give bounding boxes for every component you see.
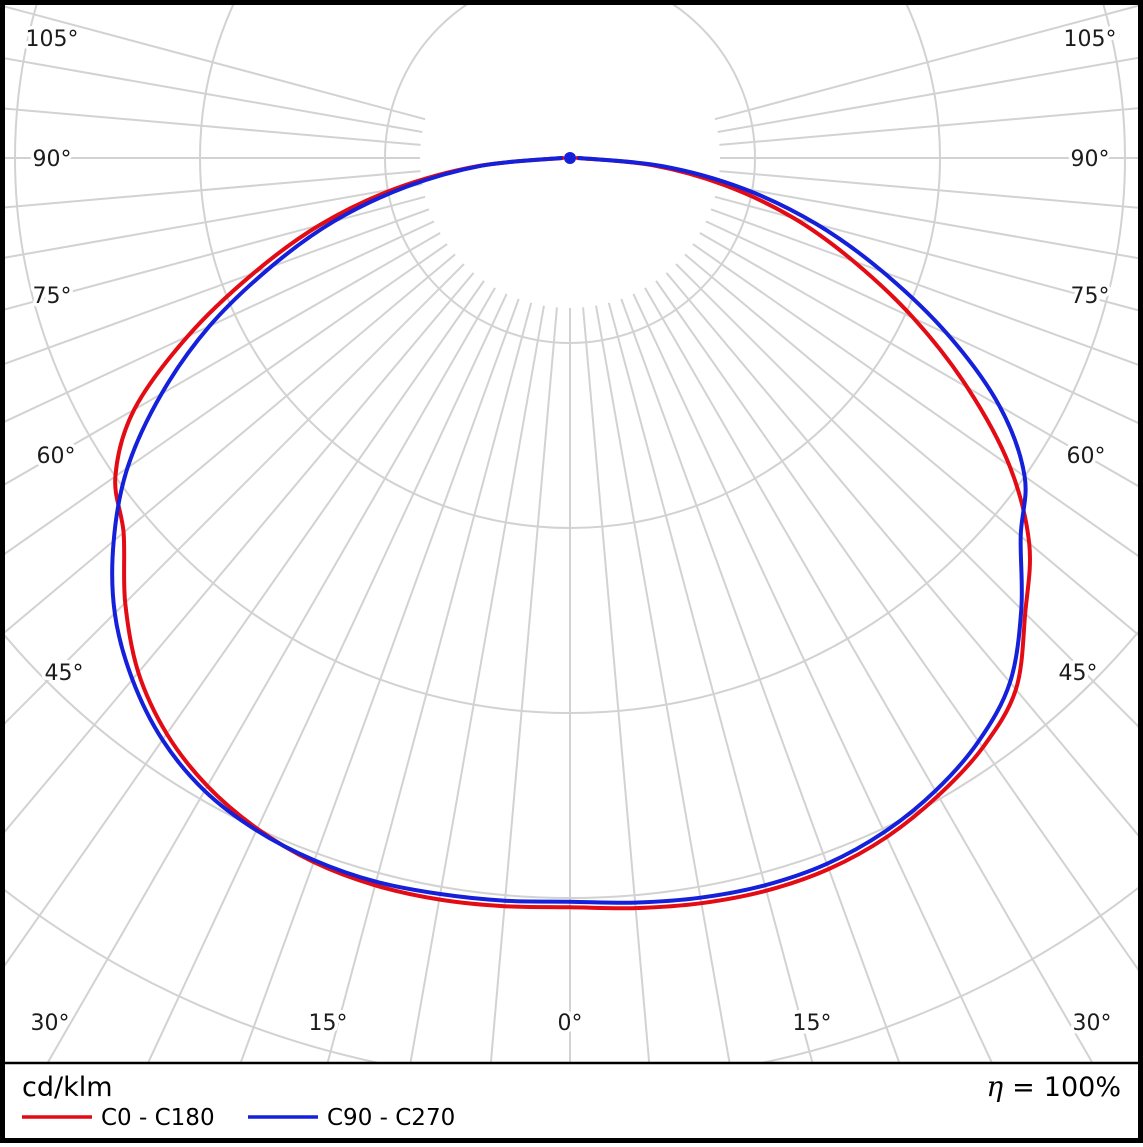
grid-spoke [595, 305, 731, 1062]
angle-label: 15° [309, 1011, 348, 1036]
eta-separator: = [1012, 1072, 1035, 1103]
efficiency-label: η = 100% [986, 1070, 1121, 1103]
grid-spoke [5, 183, 423, 259]
grid-spoke [326, 302, 533, 1062]
angle-label: 30° [31, 1011, 70, 1036]
legend-label-c90-c270: C90 - C270 [327, 1105, 455, 1131]
grid-spoke [684, 253, 1138, 636]
center-marker [564, 152, 576, 164]
angle-label: 60° [1067, 444, 1106, 469]
angle-label: 90° [1071, 147, 1110, 172]
units-label: cd/klm [22, 1072, 113, 1103]
grid-spoke [5, 107, 421, 146]
grid-spoke [632, 293, 993, 1062]
grid-spoke [409, 305, 545, 1062]
angle-label: 45° [45, 661, 84, 686]
efficiency-value: 100% [1044, 1072, 1121, 1103]
grid-spoke [5, 195, 426, 311]
grid-spoke [5, 232, 441, 486]
eta-symbol: η [986, 1070, 1003, 1103]
grid-spoke [710, 208, 1138, 366]
grid-spoke [607, 302, 814, 1062]
grid-spoke [5, 170, 421, 209]
grid-spoke [620, 298, 901, 1062]
grid-spoke [5, 208, 430, 365]
grid-spoke [675, 263, 1138, 728]
grid-spoke [655, 280, 1138, 971]
angle-label: 30° [1073, 1011, 1112, 1036]
angle-label: 90° [33, 147, 72, 172]
grid-spoke [692, 243, 1138, 557]
angle-label: 105° [26, 27, 79, 52]
grid-spoke [717, 183, 1138, 260]
grid-spoke [665, 272, 1138, 837]
grid-spoke [5, 5, 426, 121]
intensity-curves [110, 156, 1032, 911]
legend-label-c0-c180: C0 - C180 [101, 1105, 215, 1131]
grid-spoke [489, 307, 558, 1062]
angle-label: 60° [37, 444, 76, 469]
angle-label: 75° [1071, 284, 1110, 309]
legend: C0 - C180 C90 - C270 [22, 1105, 455, 1131]
grid-spoke [5, 220, 435, 423]
angle-labels: 105° 90° 75° 60° 45° 30° 105° 90° 75° 60° 45° 30° 15… [22, 24, 1120, 1040]
angle-label: 0° [558, 1011, 583, 1036]
grid-spoke [582, 307, 651, 1062]
grid-spoke [714, 195, 1138, 312]
grid-spoke [5, 243, 448, 555]
grid-spoke [239, 298, 520, 1062]
angle-label: 105° [1064, 27, 1117, 52]
grid-spoke [5, 57, 423, 133]
curve-c0-c180 [113, 156, 1032, 911]
grid-spoke [699, 232, 1138, 488]
grid-spoke [714, 5, 1138, 121]
grid-spoke [5, 263, 465, 725]
angle-label: 15° [793, 1011, 832, 1036]
grid-spoke [46, 287, 496, 1062]
curve-c90-c270 [110, 156, 1028, 905]
angle-label: 45° [1059, 661, 1098, 686]
angle-label: 75° [33, 284, 72, 309]
grid-spoke [644, 287, 1094, 1062]
grid-spoke [717, 56, 1138, 133]
grid-spoke [5, 253, 456, 634]
grid-spoke [719, 170, 1138, 209]
grid-spoke [5, 272, 475, 833]
grid-spoke [5, 280, 485, 967]
grid-spoke [719, 107, 1138, 146]
footer: cd/klm η = 100% C0 - C180 C90 - C270 [22, 1070, 1121, 1131]
grid-spoke [147, 293, 508, 1062]
